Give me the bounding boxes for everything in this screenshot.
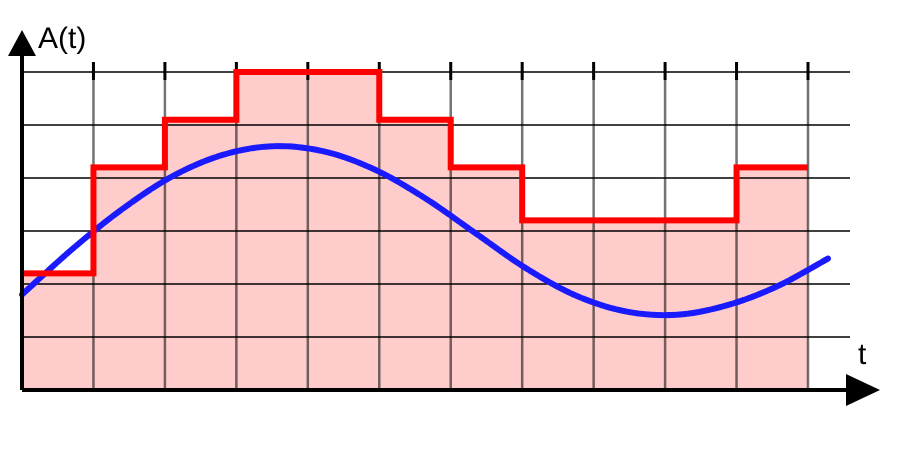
y-axis-label: A(t) bbox=[38, 22, 86, 55]
x-axis-arrowhead bbox=[846, 374, 880, 406]
axes bbox=[8, 30, 880, 406]
x-axis-label: t bbox=[858, 338, 867, 371]
continuous-signal bbox=[19, 143, 831, 319]
sampled-step-signal bbox=[22, 69, 808, 277]
y-axis-arrowhead bbox=[8, 30, 36, 56]
sampled-step-line bbox=[22, 69, 808, 277]
signal-curve bbox=[19, 143, 831, 319]
